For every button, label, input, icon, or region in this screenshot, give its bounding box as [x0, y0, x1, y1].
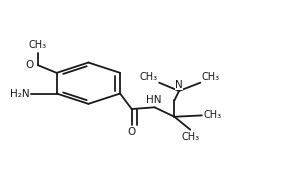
Text: O: O — [26, 60, 34, 70]
Text: CH₃: CH₃ — [181, 132, 199, 142]
Text: HN: HN — [146, 95, 161, 105]
Text: H₂N: H₂N — [10, 89, 29, 99]
Text: CH₃: CH₃ — [203, 110, 221, 120]
Text: N: N — [175, 80, 183, 90]
Text: O: O — [128, 127, 136, 137]
Text: CH₃: CH₃ — [202, 72, 220, 82]
Text: CH₃: CH₃ — [140, 72, 158, 82]
Text: CH₃: CH₃ — [29, 40, 47, 50]
